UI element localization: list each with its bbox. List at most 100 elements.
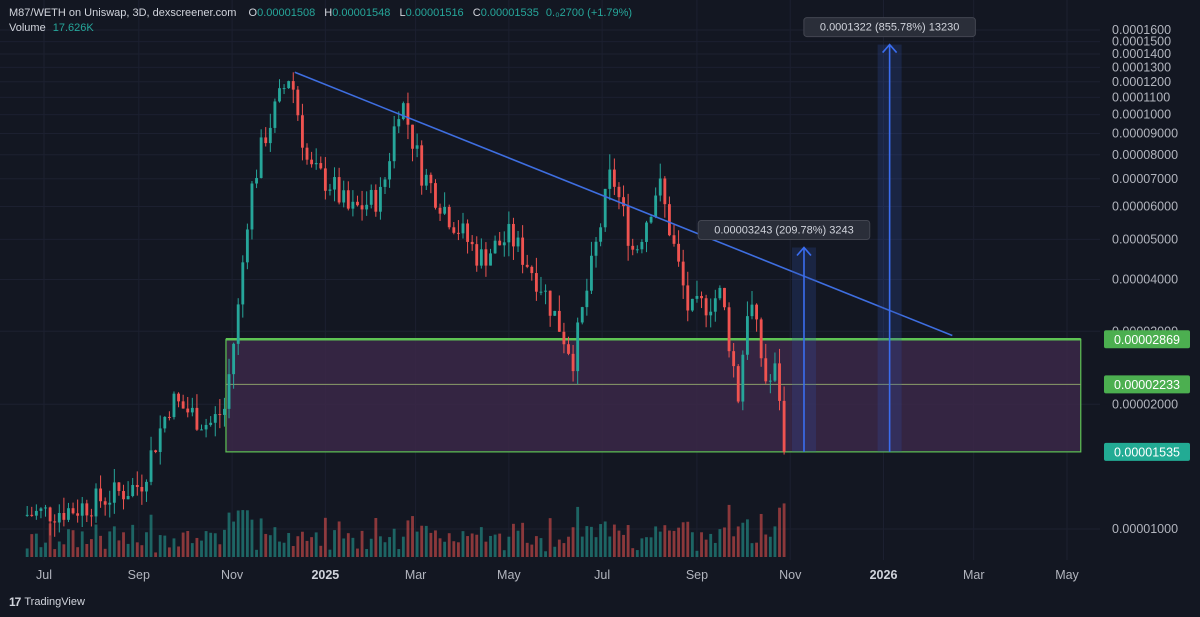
candle-body bbox=[502, 242, 506, 246]
volume-bar bbox=[99, 535, 103, 557]
volume-bar bbox=[190, 543, 194, 557]
volume-bar bbox=[296, 536, 300, 557]
y-tick-label: 0.0001400 bbox=[1112, 47, 1171, 61]
y-tick-label: 0.0001000 bbox=[1112, 108, 1171, 122]
candle-body bbox=[406, 103, 410, 125]
volume-bar bbox=[704, 539, 708, 557]
candle-body bbox=[631, 245, 635, 250]
candle-body bbox=[484, 249, 488, 266]
volume-bar bbox=[608, 536, 612, 557]
tradingview-brand[interactable]: 17 TradingView bbox=[9, 595, 85, 609]
volume-bar bbox=[34, 533, 38, 557]
volume-bar bbox=[195, 537, 199, 557]
candle-body bbox=[250, 183, 254, 230]
candle-body bbox=[764, 358, 768, 382]
candle-body bbox=[273, 101, 277, 128]
candle-body bbox=[177, 393, 180, 402]
volume-bar bbox=[525, 542, 529, 557]
volume-bar bbox=[530, 544, 534, 557]
candle-body bbox=[89, 515, 93, 517]
candle-body bbox=[154, 450, 158, 452]
y-tick-label: 0.00008000 bbox=[1112, 148, 1178, 162]
candle-body bbox=[163, 416, 167, 429]
candle-body bbox=[268, 127, 272, 144]
volume-bar bbox=[273, 527, 277, 557]
price-badge bbox=[1104, 375, 1190, 394]
volume-bar bbox=[713, 542, 717, 557]
candle-body bbox=[590, 255, 593, 291]
volume-bar bbox=[741, 522, 745, 557]
candle-body bbox=[686, 285, 690, 311]
candle-body bbox=[759, 319, 763, 359]
volume-bar bbox=[305, 540, 309, 557]
price-badge bbox=[1104, 330, 1190, 349]
ohlc-row: M87/WETH on Uniswap, 3D, dexscreener.com… bbox=[9, 6, 632, 21]
candle-body bbox=[645, 222, 648, 242]
candle-body bbox=[328, 189, 332, 191]
volume-bar bbox=[232, 521, 236, 557]
candle-body bbox=[452, 227, 456, 233]
candle-body bbox=[112, 482, 116, 503]
volume-bar bbox=[149, 514, 153, 557]
candle-body bbox=[337, 177, 341, 203]
candle-body bbox=[392, 126, 396, 162]
candle-body bbox=[617, 186, 621, 198]
volume-bar bbox=[71, 530, 75, 557]
candle-body bbox=[310, 159, 314, 165]
volume-bar bbox=[245, 510, 249, 557]
candle-body bbox=[507, 223, 511, 243]
volume-bar bbox=[135, 542, 139, 557]
volume-bar bbox=[434, 530, 437, 557]
close-value: 0.00001535 bbox=[480, 7, 539, 19]
volume-bar bbox=[154, 552, 158, 557]
candle-body bbox=[736, 366, 740, 402]
price-badge-label: 0.00001535 bbox=[1114, 445, 1180, 459]
volume-bar bbox=[158, 535, 162, 557]
x-tick-label: Sep bbox=[128, 568, 150, 582]
volume-bar bbox=[241, 510, 245, 557]
candle-body bbox=[34, 510, 38, 516]
candle-body bbox=[342, 190, 346, 203]
x-tick-label: May bbox=[497, 568, 521, 582]
candle-body bbox=[622, 197, 625, 207]
volume-bar bbox=[103, 548, 107, 557]
volume-bars bbox=[25, 503, 786, 557]
volume-bar bbox=[411, 516, 414, 557]
candle-body bbox=[126, 495, 130, 500]
x-tick-label: May bbox=[1055, 568, 1079, 582]
volume-bar bbox=[44, 542, 47, 557]
candle-body bbox=[108, 502, 112, 505]
candle-body bbox=[562, 331, 566, 345]
volume-bar bbox=[291, 545, 295, 557]
candle-body bbox=[640, 241, 644, 250]
candle-body bbox=[709, 311, 713, 316]
high-label: H bbox=[324, 7, 333, 19]
volume-bar bbox=[401, 536, 405, 557]
volume-bar bbox=[282, 542, 286, 557]
drawings: 0.00003243 (209.78%) 3243 0.0001322 (855.… bbox=[294, 17, 976, 452]
volume-bar bbox=[452, 541, 456, 557]
volume-bar bbox=[672, 530, 676, 557]
volume-bar bbox=[383, 542, 387, 557]
volume-bar bbox=[635, 550, 639, 557]
volume-bar bbox=[374, 518, 378, 557]
candle-body bbox=[149, 450, 153, 482]
volume-bar bbox=[773, 526, 777, 557]
volume-bar bbox=[562, 543, 566, 557]
volume-bar bbox=[622, 534, 625, 557]
candle-body bbox=[782, 400, 786, 452]
volume-value: 17.626K bbox=[52, 22, 94, 34]
candle-body bbox=[76, 513, 80, 516]
volume-bar bbox=[727, 504, 731, 557]
volume-bar bbox=[590, 526, 593, 557]
volume-bar bbox=[227, 512, 231, 557]
y-tick-label: 0.00009000 bbox=[1112, 127, 1178, 141]
volume-bar bbox=[140, 545, 144, 557]
volume-bar bbox=[415, 531, 419, 557]
volume-row: Volume 17.626K bbox=[9, 21, 632, 36]
volume-bar bbox=[268, 535, 272, 557]
candle-body bbox=[420, 145, 424, 186]
price-badge bbox=[1104, 442, 1190, 461]
candle-body bbox=[741, 354, 745, 402]
